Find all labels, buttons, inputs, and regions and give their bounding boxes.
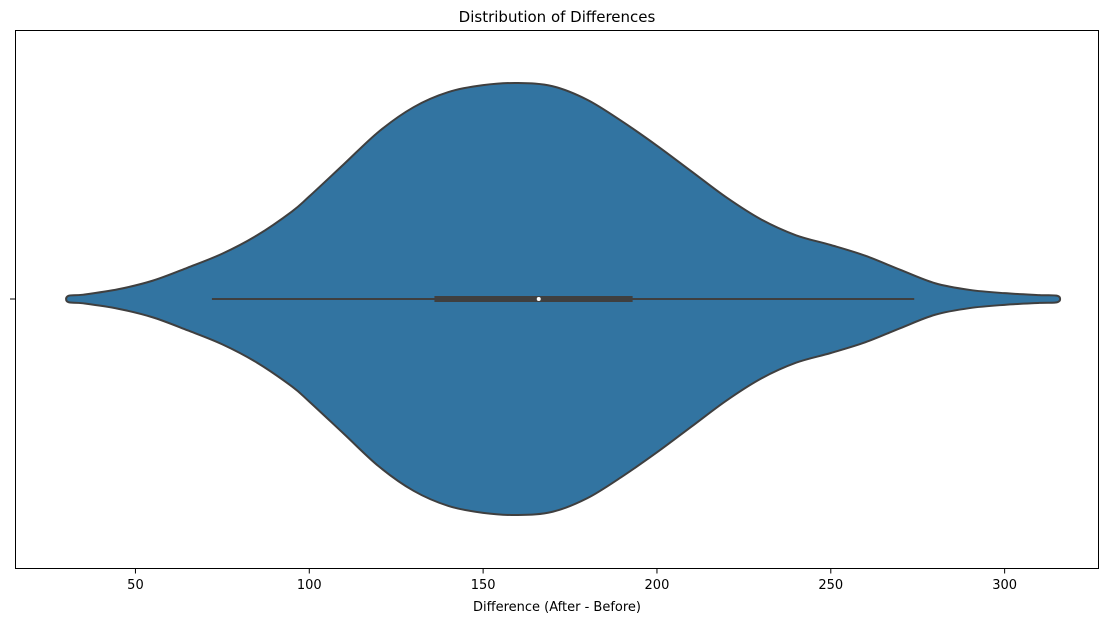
median-point bbox=[536, 297, 541, 301]
chart-title: Distribution of Differences bbox=[459, 8, 656, 26]
x-tick-label: 250 bbox=[818, 578, 843, 593]
x-tick-label: 100 bbox=[297, 578, 322, 593]
x-tick-label: 150 bbox=[471, 578, 496, 593]
x-tick-label: 300 bbox=[992, 578, 1017, 593]
x-tick-label: 200 bbox=[645, 578, 670, 593]
inner-box-group bbox=[211, 296, 915, 302]
x-tick-label: 50 bbox=[127, 578, 144, 593]
x-axis-label: Difference (After - Before) bbox=[473, 600, 641, 615]
x-axis-ticks: 50 100 150 200 250 300 bbox=[127, 568, 1017, 593]
